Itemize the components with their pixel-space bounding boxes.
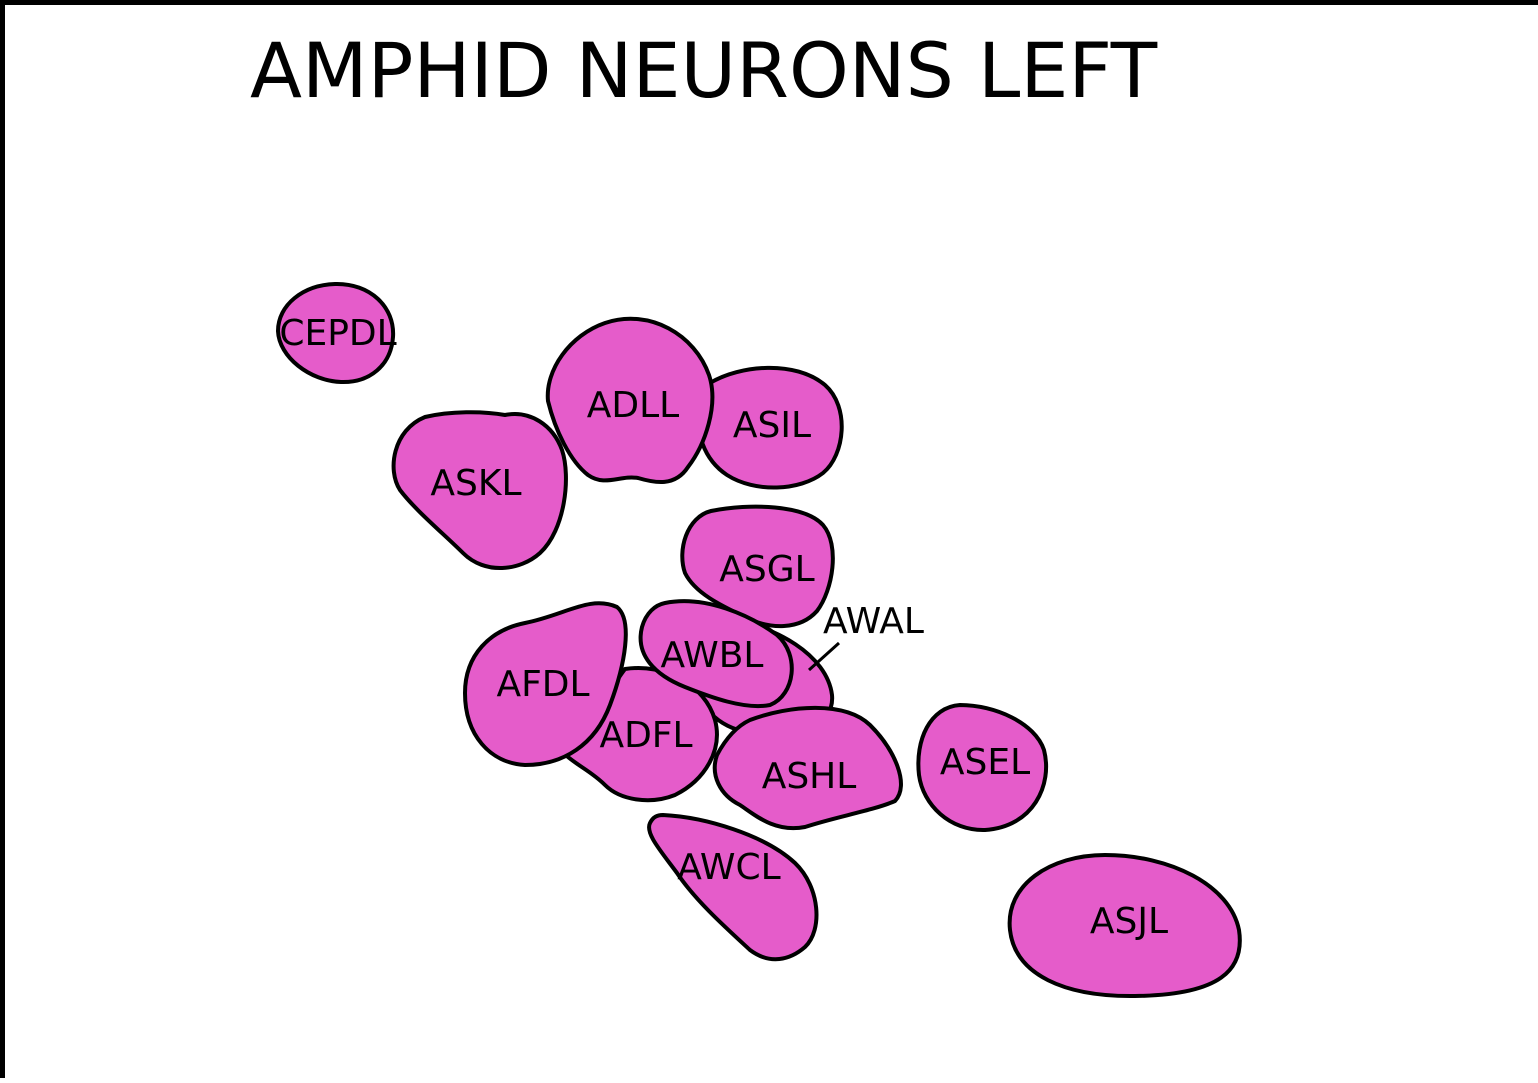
neuron-ashl[interactable]: ASHL [712, 705, 903, 831]
neuron-awal-pointer [807, 641, 841, 672]
neuron-awbl-shape [638, 599, 794, 709]
neuron-awcl-shape [647, 813, 819, 962]
neuron-adll-shape [545, 316, 715, 484]
neuron-afdl-shape [463, 601, 628, 767]
neuron-adfl-label: ADFL [599, 715, 692, 756]
neuron-asgl[interactable]: ASGL [680, 504, 835, 628]
neuron-asjl-shape [1007, 853, 1242, 999]
neuron-afdl-label: AFDL [496, 664, 589, 705]
neuron-adll-label: ADLL [587, 385, 679, 426]
neuron-cepdl-shape [276, 281, 396, 385]
neuron-asel-label: ASEL [940, 742, 1030, 783]
neuron-askl[interactable]: ASKL [391, 410, 568, 570]
diagram-title: AMPHID NEURONS LEFT [250, 26, 1158, 115]
neuron-asgl-shape [680, 504, 835, 628]
neuron-askl-label: ASKL [430, 463, 521, 504]
neuron-awcl-label: AWCL [677, 847, 780, 888]
neuron-awbl-label: AWBL [660, 635, 763, 676]
neuron-askl-shape [391, 410, 568, 570]
neuron-cepdl[interactable]: CEPDL [276, 281, 397, 385]
neuron-adll[interactable]: ADLL [545, 316, 715, 484]
neuron-adfl[interactable]: ADFL [558, 666, 719, 803]
neuron-asjl[interactable]: ASJL [1007, 853, 1242, 999]
neuron-afdl[interactable]: AFDL [463, 601, 628, 767]
neuron-awcl[interactable]: AWCL [647, 813, 819, 962]
neuron-asil[interactable]: ASIL [696, 365, 844, 490]
neuron-diagram: CEPDL AWAL ASIL ADLL ASKL ASGL [276, 281, 1242, 999]
neuron-asjl-label: ASJL [1090, 901, 1168, 942]
neuron-asel-shape [916, 703, 1049, 833]
neuron-awal-label: AWAL [823, 601, 924, 642]
neuron-ashl-shape [712, 705, 903, 831]
neuron-ashl-label: ASHL [762, 756, 857, 797]
neuron-awbl[interactable]: AWBL [638, 599, 794, 709]
neuron-cepdl-label: CEPDL [279, 313, 396, 354]
neuron-asgl-label: ASGL [719, 549, 814, 590]
neuron-asel[interactable]: ASEL [916, 703, 1049, 833]
neuron-asil-label: ASIL [733, 405, 811, 446]
